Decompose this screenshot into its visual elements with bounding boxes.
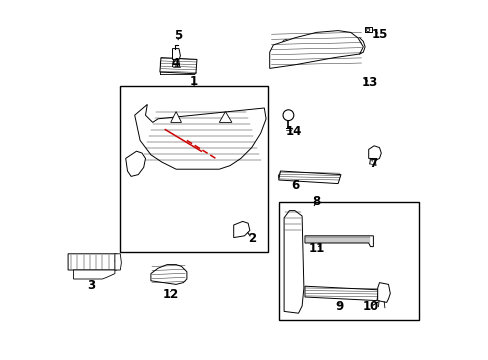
Polygon shape (151, 265, 186, 284)
Polygon shape (172, 49, 180, 59)
Polygon shape (68, 254, 118, 270)
Polygon shape (377, 283, 389, 302)
Polygon shape (73, 270, 115, 279)
Polygon shape (219, 112, 231, 122)
Polygon shape (269, 31, 363, 68)
Polygon shape (305, 286, 378, 301)
Text: 6: 6 (290, 179, 299, 192)
Polygon shape (233, 221, 249, 238)
Text: 15: 15 (370, 28, 387, 41)
Polygon shape (170, 112, 181, 122)
Polygon shape (134, 104, 265, 169)
Text: 12: 12 (162, 288, 179, 301)
Text: 3: 3 (87, 279, 95, 292)
Text: 10: 10 (362, 300, 378, 313)
Polygon shape (305, 236, 373, 247)
Text: 9: 9 (335, 300, 344, 313)
Text: 4: 4 (171, 57, 179, 69)
Text: 8: 8 (312, 195, 320, 208)
Polygon shape (125, 151, 145, 176)
Bar (278, 202, 418, 320)
Text: 13: 13 (361, 76, 377, 89)
Polygon shape (278, 171, 340, 184)
Text: 14: 14 (285, 125, 302, 138)
Polygon shape (284, 211, 303, 313)
Text: 7: 7 (368, 157, 376, 170)
Text: 2: 2 (247, 232, 255, 245)
Text: 5: 5 (174, 29, 183, 42)
Text: 11: 11 (308, 242, 324, 255)
Polygon shape (115, 254, 121, 270)
Bar (120, 86, 267, 252)
Text: 1: 1 (190, 75, 198, 87)
Polygon shape (368, 146, 381, 160)
Polygon shape (160, 58, 197, 74)
